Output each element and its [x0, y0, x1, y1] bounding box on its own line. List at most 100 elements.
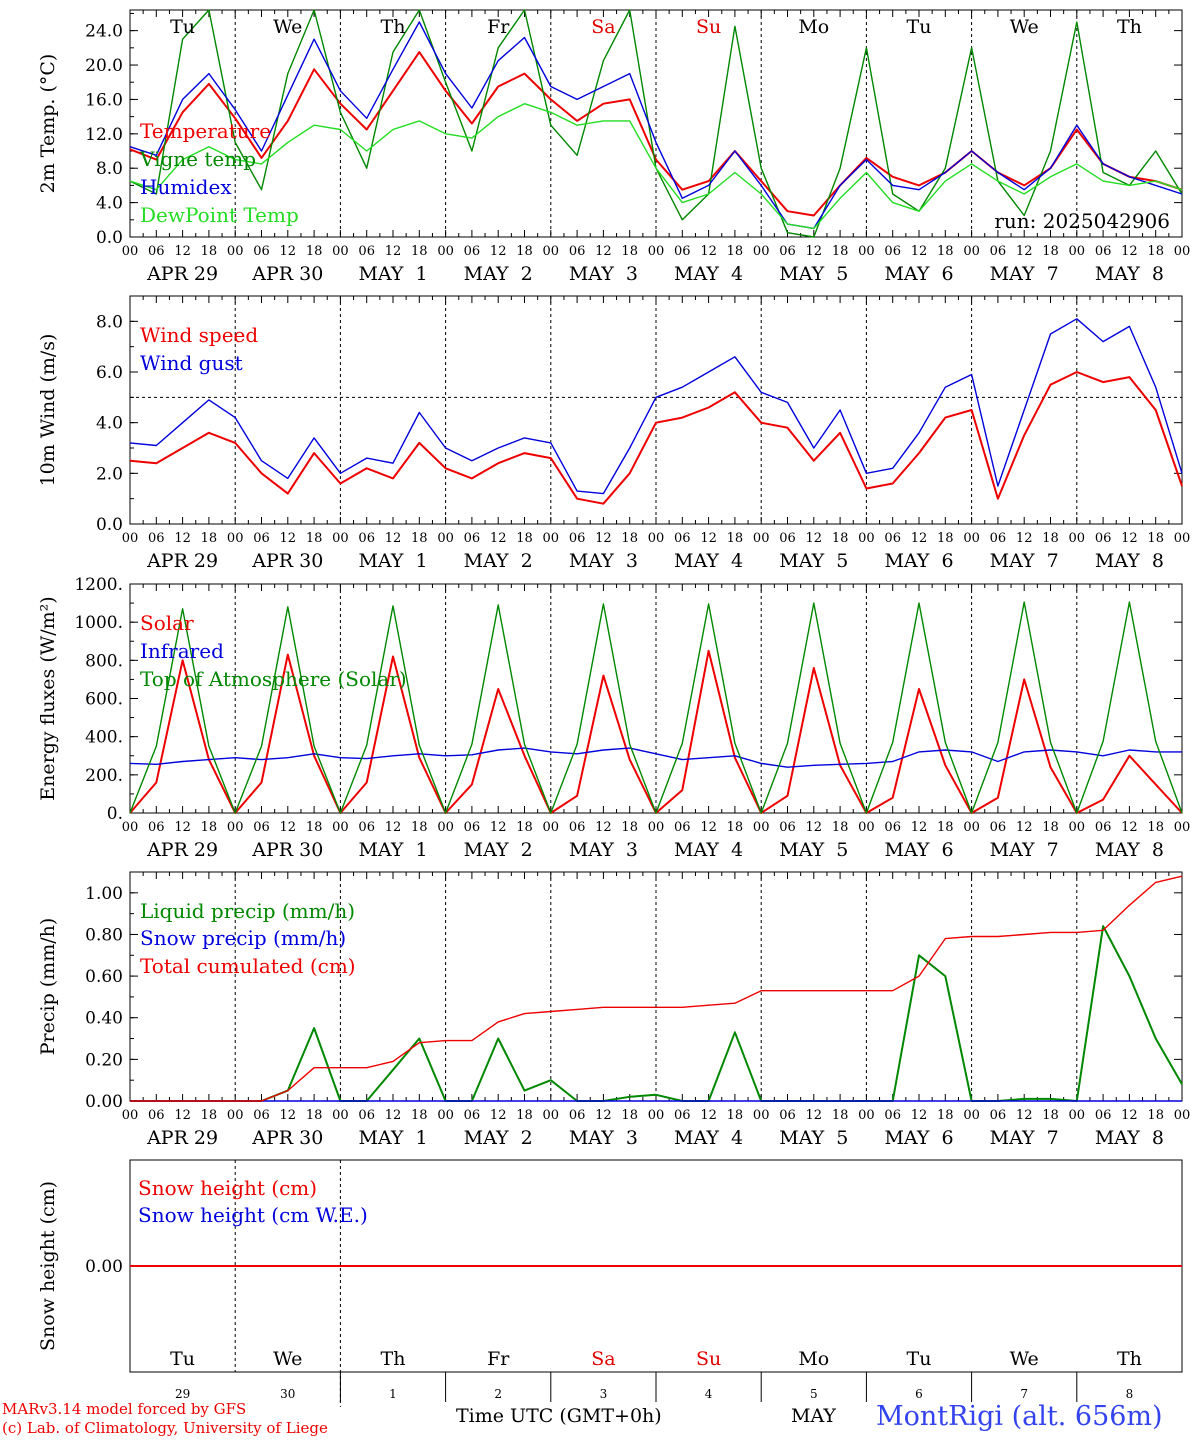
- x-hour-label: 18: [201, 244, 218, 259]
- x-hour-label: 06: [253, 1108, 270, 1123]
- x-hour-label: 06: [464, 820, 481, 835]
- x-hour-label: 00: [753, 820, 770, 835]
- x-hour-label: 00: [858, 1108, 875, 1123]
- legend-entry: DewPoint Temp: [140, 203, 299, 227]
- x-hour-label: 00: [227, 531, 244, 546]
- y-tick-label: 0.20: [85, 1050, 123, 1070]
- x-hour-label: 00: [437, 531, 454, 546]
- x-hour-label: 12: [174, 531, 191, 546]
- series-line-3: [129, 601, 1183, 814]
- x-hour-label: 18: [516, 820, 533, 835]
- x-date-label: MAY 2: [464, 1127, 533, 1149]
- panel-3: 0. 200. 400. 600. 800. 1000. 1200. Energy fluxe…: [37, 575, 1190, 861]
- legend-entry: Solar: [140, 611, 194, 635]
- x-hour-label: 12: [595, 820, 612, 835]
- x-hour-label: 06: [358, 1108, 375, 1123]
- x-hour-label: 06: [779, 820, 796, 835]
- x-hour-label: 06: [569, 244, 586, 259]
- y-tick-label: 8.0: [96, 312, 123, 332]
- x-date-label: MAY 8: [1095, 839, 1164, 861]
- y-tick-label: 0.00: [85, 1092, 123, 1112]
- x-date-label: APR 29: [146, 839, 218, 861]
- x-hour-label: 12: [595, 244, 612, 259]
- x-hour-label: 06: [358, 244, 375, 259]
- x-hour-label: 18: [411, 820, 428, 835]
- y-axis-label: Energy fluxes (W/m²): [37, 596, 59, 800]
- x-hour-label: 00: [753, 1108, 770, 1123]
- x-date-label: MAY 8: [1095, 1127, 1164, 1149]
- legend-entry: Infrared: [140, 639, 224, 663]
- series-line-3: [129, 21, 1183, 230]
- x-hour-label: 06: [884, 244, 901, 259]
- x-date-label: MAY 3: [569, 263, 638, 285]
- x-date-label: MAY 1: [358, 550, 427, 572]
- day-number-label: 2: [494, 1387, 502, 1401]
- x-hour-label: 12: [1016, 820, 1033, 835]
- legend-entry: Vigne temp: [139, 147, 256, 171]
- y-tick-label: 24.0: [85, 22, 123, 42]
- x-hour-label: 00: [227, 1108, 244, 1123]
- x-hour-label: 12: [174, 820, 191, 835]
- day-of-week-label: Th: [381, 16, 406, 38]
- x-hour-label: 00: [1174, 820, 1191, 835]
- x-date-label: MAY 4: [674, 1127, 743, 1149]
- footer-model-credit: MARv3.14 model forced by GFS: [2, 1400, 247, 1418]
- x-hour-label: 18: [516, 531, 533, 546]
- day-of-week-label: Mo: [798, 16, 829, 38]
- x-date-label: APR 30: [251, 263, 323, 285]
- x-hour-label: 12: [1016, 1108, 1033, 1123]
- y-tick-label: 0.60: [85, 967, 123, 987]
- x-date-label: APR 30: [251, 1127, 323, 1149]
- x-hour-label: 12: [806, 1108, 823, 1123]
- x-hour-label: 06: [464, 1108, 481, 1123]
- x-hour-label: 06: [464, 244, 481, 259]
- y-tick-label: 4.0: [96, 194, 123, 214]
- day-of-week-label: Th: [1117, 1348, 1142, 1370]
- x-hour-label: 18: [621, 1108, 638, 1123]
- x-hour-label: 12: [595, 1108, 612, 1123]
- x-hour-label: 00: [227, 820, 244, 835]
- x-date-label: MAY 6: [884, 1127, 953, 1149]
- y-tick-label: 0.0: [96, 228, 123, 248]
- x-date-label: MAY 6: [884, 839, 953, 861]
- x-date-label: MAY 5: [779, 550, 848, 572]
- x-hour-label: 18: [1147, 244, 1164, 259]
- x-hour-label: 00: [543, 1108, 560, 1123]
- x-hour-label: 12: [1016, 244, 1033, 259]
- x-hour-label: 18: [727, 244, 744, 259]
- x-hour-label: 00: [1069, 820, 1086, 835]
- day-number-label: 7: [1020, 1387, 1028, 1401]
- x-hour-label: 00: [332, 820, 349, 835]
- x-hour-label: 00: [1174, 244, 1191, 259]
- x-hour-label: 00: [437, 1108, 454, 1123]
- legend-entry: Liquid precip (mm/h): [140, 899, 355, 923]
- x-hour-label: 12: [1121, 820, 1138, 835]
- x-date-label: MAY 3: [569, 1127, 638, 1149]
- x-hour-label: 12: [385, 1108, 402, 1123]
- x-hour-label: 00: [543, 531, 560, 546]
- day-of-week-label: Tu: [907, 16, 932, 38]
- legend-entry: Wind speed: [140, 323, 258, 347]
- x-hour-label: 18: [1042, 1108, 1059, 1123]
- x-date-label: MAY 2: [464, 263, 533, 285]
- x-hour-label: 00: [963, 244, 980, 259]
- x-date-label: MAY 4: [674, 263, 743, 285]
- y-tick-label: 0.00: [85, 1257, 123, 1277]
- x-hour-label: 12: [806, 820, 823, 835]
- x-date-label: MAY 7: [990, 839, 1059, 861]
- x-hour-label: 06: [674, 820, 691, 835]
- x-hour-label: 06: [148, 531, 165, 546]
- x-hour-label: 18: [937, 820, 954, 835]
- x-hour-label: 12: [595, 531, 612, 546]
- day-number-label: 8: [1126, 1387, 1134, 1401]
- x-date-label: MAY 7: [990, 1127, 1059, 1149]
- x-hour-label: 06: [358, 531, 375, 546]
- x-hour-label: 00: [753, 244, 770, 259]
- x-hour-label: 18: [1147, 1108, 1164, 1123]
- x-hour-label: 18: [727, 820, 744, 835]
- x-hour-label: 18: [832, 820, 849, 835]
- x-hour-label: 06: [884, 531, 901, 546]
- x-hour-label: 12: [1121, 1108, 1138, 1123]
- x-hour-label: 00: [332, 244, 349, 259]
